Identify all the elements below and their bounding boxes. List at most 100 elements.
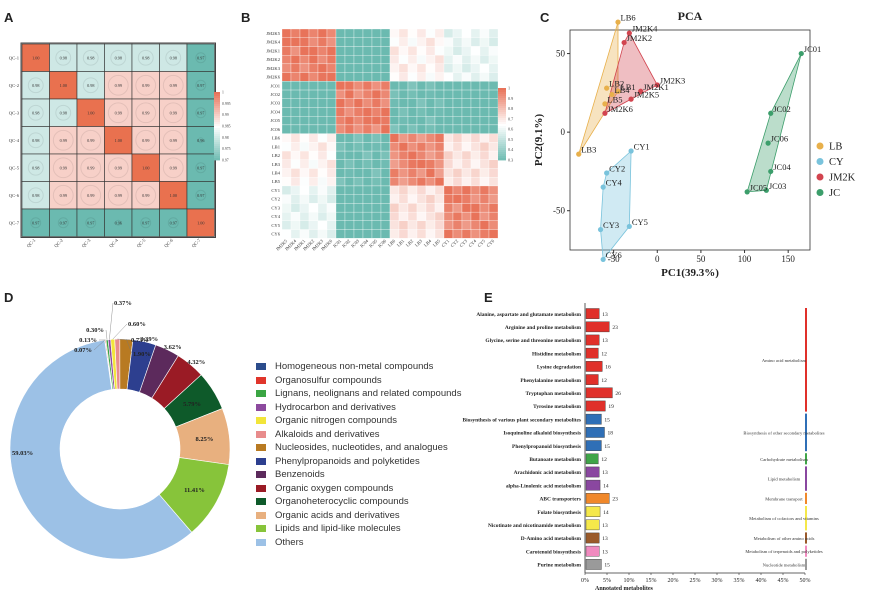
colorbar-b-segment	[498, 100, 506, 103]
heatmap-b-cell	[362, 37, 373, 47]
heatmap-b-cell	[326, 168, 337, 178]
heatmap-b-cell	[452, 81, 463, 91]
heatmap-b-row-label: JC03	[271, 101, 281, 106]
heatmap-b-cell	[371, 63, 382, 73]
heatmap-a-value: 0.99	[142, 83, 149, 88]
heatmap-a-cell	[104, 181, 133, 210]
pca-point-label: LB4	[614, 85, 630, 95]
heatmap-b-cell	[461, 28, 472, 38]
heatmap-b-cell	[290, 211, 301, 221]
heatmap-b-cell	[335, 124, 346, 134]
heatmap-b-cell	[479, 116, 490, 126]
colorbar-a-segment	[214, 142, 220, 145]
pathway-bar	[585, 400, 606, 412]
colorbar-b-tick: 1	[508, 86, 510, 91]
heatmap-b-cell	[317, 229, 328, 239]
heatmap-a-cell	[49, 126, 78, 155]
heatmap-b-cell	[299, 63, 310, 73]
heatmap-a-cell	[49, 153, 78, 182]
heatmap-a-glyph	[27, 159, 44, 176]
pca-point-label: JM2K4	[632, 24, 658, 34]
panel-label-c: C	[540, 10, 550, 25]
pathway-bar	[585, 519, 600, 531]
pathway-bar	[585, 506, 601, 517]
heatmap-b-cell	[299, 81, 310, 91]
heatmap-b-cell	[416, 107, 427, 117]
heatmap-a-cell	[76, 153, 105, 182]
heatmap-b-row-label: JM2K2	[266, 57, 280, 62]
pca-x-tick-label: 150	[781, 254, 795, 264]
pathway-label: Arachidonic acid metabolism	[514, 470, 582, 476]
heatmap-b-cell	[443, 46, 454, 56]
heatmap-b-cell	[290, 55, 301, 65]
heatmap-b-cell	[443, 177, 454, 187]
heatmap-b-col-label: JC04	[359, 238, 370, 249]
heatmap-b-cell	[299, 142, 310, 152]
heatmap-a-cell	[76, 181, 105, 210]
colorbar-b-tick: 0.3	[508, 158, 513, 163]
colorbar-a-segment	[214, 158, 220, 161]
heatmap-a-value: 0.97	[142, 220, 149, 225]
donut-legend-item: Organic acids and derivatives	[256, 509, 461, 523]
heatmap-b-cell	[371, 98, 382, 108]
heatmap-b-cell	[470, 124, 481, 134]
heatmap-b-cell	[434, 72, 445, 82]
heatmap-b-col-label: CY3	[459, 238, 469, 248]
pca-legend-marker	[816, 173, 824, 181]
heatmap-b-cell	[416, 89, 427, 99]
heatmap-b-cell	[416, 37, 427, 47]
panel-label-a: A	[4, 10, 14, 25]
heatmap-b-cell	[479, 89, 490, 99]
heatmap-a-cell	[131, 43, 160, 72]
colorbar-a-segment	[214, 106, 220, 109]
heatmap-b-cell	[470, 55, 481, 65]
heatmap-a-cell	[76, 126, 105, 155]
pathway-label: Lysine degradation	[537, 365, 581, 371]
heatmap-b-cell	[416, 63, 427, 73]
heatmap-b-cell	[353, 185, 364, 195]
heatmap-b-cell	[443, 150, 454, 160]
heatmap-b-cell	[308, 116, 319, 126]
heatmap-b-cell	[470, 203, 481, 213]
pca-point-label: CY6	[606, 250, 622, 260]
colorbar-a-segment	[214, 152, 220, 155]
colorbar-b-segment	[498, 116, 506, 119]
heatmap-b-cell	[290, 220, 301, 230]
pca-legend-marker	[816, 142, 824, 150]
heatmap-b-cell	[380, 89, 391, 99]
colorbar-b-segment	[498, 90, 506, 93]
heatmap-b-cell	[434, 185, 445, 195]
pca-point	[638, 88, 644, 94]
heatmap-b-cell	[362, 150, 373, 160]
heatmap-b-cell	[290, 89, 301, 99]
pca-point-label: JM2K5	[634, 90, 660, 100]
heatmap-b-cell	[461, 185, 472, 195]
heatmap-b-cell	[452, 37, 463, 47]
colorbar-b-segment	[498, 146, 506, 149]
heatmap-b-cell	[470, 211, 481, 221]
sample-correlation-heatmap: JM2K5JM2K4JM2K1JM2K2JM2K3JM2K6JC01JC02JC…	[266, 28, 514, 252]
heatmap-b-cell	[326, 124, 337, 134]
heatmap-b-cell	[317, 211, 328, 221]
heatmap-b-cell	[479, 150, 490, 160]
heatmap-b-cell	[479, 185, 490, 195]
heatmap-b-cell	[380, 142, 391, 152]
heatmap-b-cell	[443, 211, 454, 221]
colorbar-a-tick: 0.985	[222, 125, 231, 129]
heatmap-b-cell	[344, 150, 355, 160]
colorbar-b-segment	[498, 108, 506, 111]
heatmap-b-cell	[281, 98, 292, 108]
legend-label: Others	[275, 536, 304, 548]
heatmap-a-glyph	[162, 74, 184, 96]
heatmap-b-cell	[389, 150, 400, 160]
heatmap-a-glyph	[80, 129, 102, 151]
pca-point	[609, 91, 615, 98]
heatmap-b-cell	[434, 28, 445, 38]
heatmap-b-cell	[425, 63, 436, 73]
pathway-bar-count: 14	[603, 483, 609, 489]
heatmap-b-cell	[443, 124, 454, 134]
colorbar-b-segment	[498, 124, 506, 127]
pca-point-label: CY1	[634, 142, 650, 152]
colorbar-b-segment	[498, 134, 506, 137]
colorbar-b-segment	[498, 94, 506, 97]
